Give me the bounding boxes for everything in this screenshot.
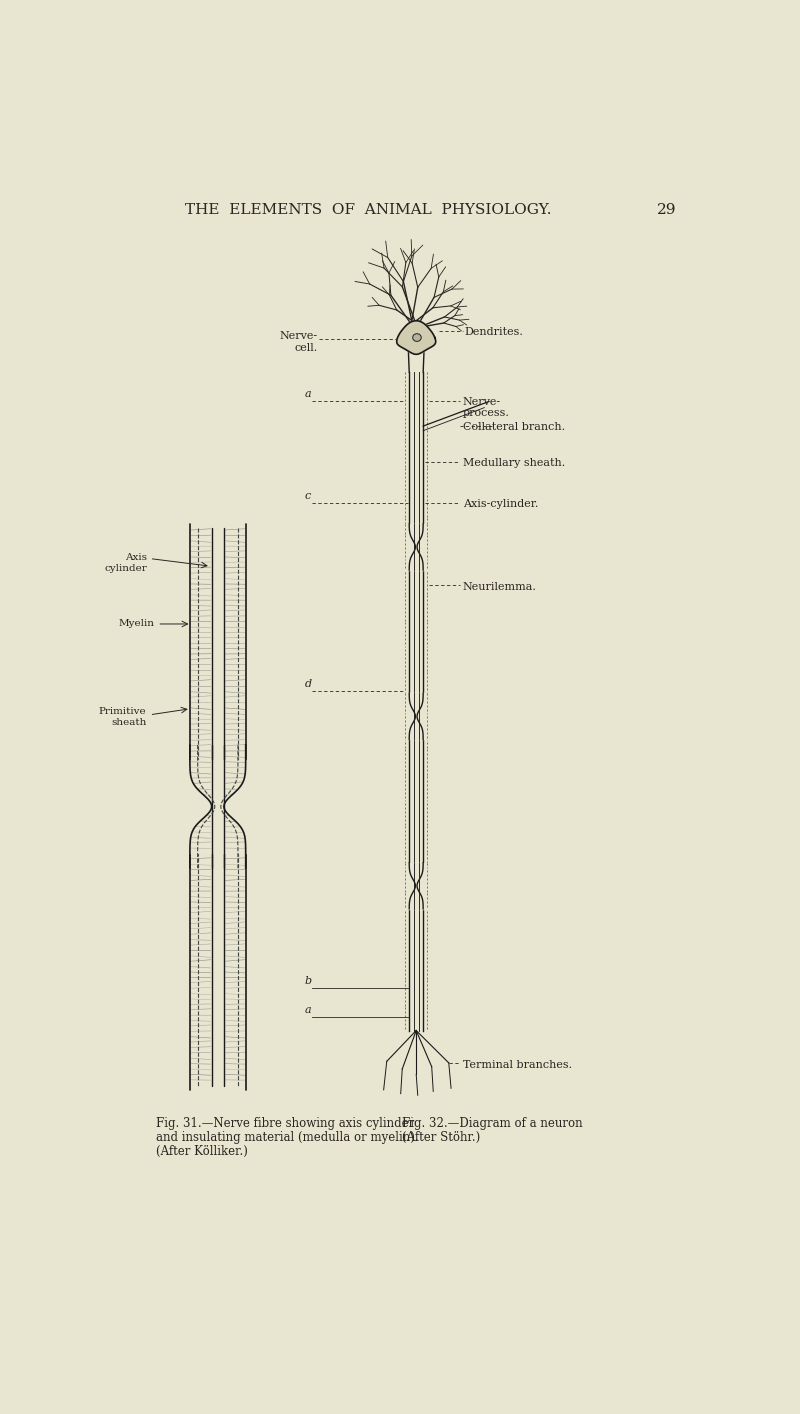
Text: Dendrites.: Dendrites. bbox=[464, 327, 523, 337]
Text: Neurilemma.: Neurilemma. bbox=[462, 581, 537, 591]
Text: Fig. 31.—Nerve fibre showing axis cylinder: Fig. 31.—Nerve fibre showing axis cylind… bbox=[156, 1117, 414, 1130]
Text: Nerve-
process.: Nerve- process. bbox=[462, 397, 510, 419]
Text: (After Stöhr.): (After Stöhr.) bbox=[402, 1131, 481, 1144]
Text: Myelin: Myelin bbox=[118, 619, 154, 628]
Text: Nerve-
cell.: Nerve- cell. bbox=[280, 331, 318, 354]
Text: b: b bbox=[305, 976, 312, 987]
Text: Primitive
sheath: Primitive sheath bbox=[99, 707, 146, 727]
Polygon shape bbox=[397, 321, 436, 355]
Text: (After Kölliker.): (After Kölliker.) bbox=[156, 1144, 248, 1158]
Text: 29: 29 bbox=[657, 204, 676, 218]
Text: Medullary sheath.: Medullary sheath. bbox=[462, 458, 565, 468]
Text: c: c bbox=[305, 491, 311, 501]
Text: d: d bbox=[305, 679, 312, 689]
Text: Collateral branch.: Collateral branch. bbox=[462, 423, 565, 433]
Text: Axis
cylinder: Axis cylinder bbox=[105, 553, 147, 573]
Text: THE  ELEMENTS  OF  ANIMAL  PHYSIOLOGY.: THE ELEMENTS OF ANIMAL PHYSIOLOGY. bbox=[186, 204, 552, 218]
Text: Axis-cylinder.: Axis-cylinder. bbox=[462, 499, 538, 509]
Text: a: a bbox=[305, 389, 311, 399]
Text: and insulating material (medulla or myelin).: and insulating material (medulla or myel… bbox=[156, 1131, 418, 1144]
Text: Terminal branches.: Terminal branches. bbox=[462, 1060, 572, 1070]
Text: a: a bbox=[305, 1005, 311, 1015]
Ellipse shape bbox=[413, 334, 422, 341]
Text: Fig. 32.—Diagram of a neuron: Fig. 32.—Diagram of a neuron bbox=[402, 1117, 583, 1130]
